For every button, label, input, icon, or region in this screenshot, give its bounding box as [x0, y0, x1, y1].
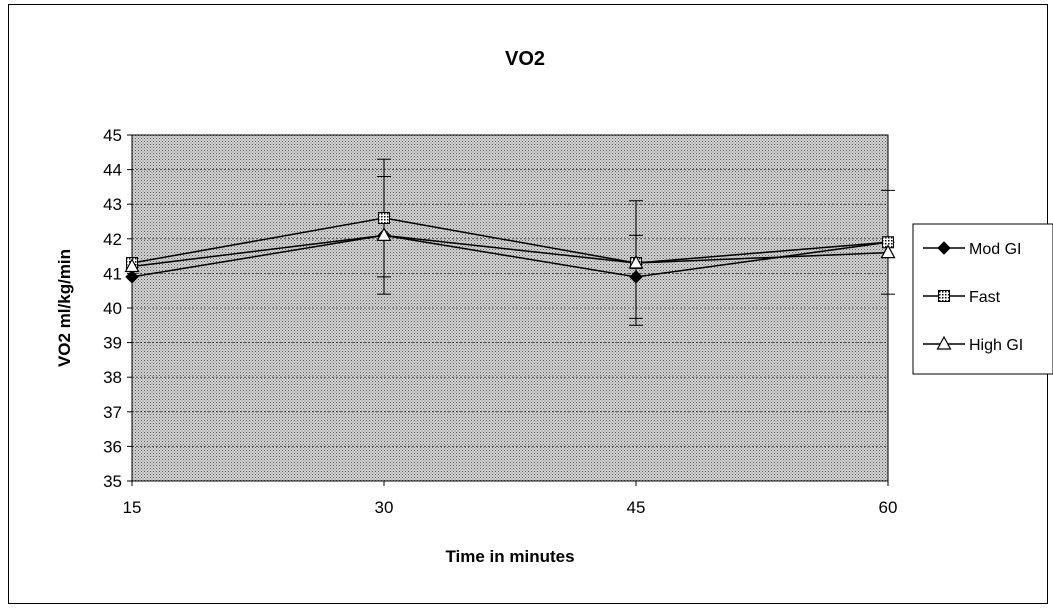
series-line [131, 234, 889, 268]
y-tick-label: 45 [103, 126, 122, 145]
y-axis-title: VO2 ml/kg/min [55, 249, 74, 367]
data-point [125, 270, 139, 284]
data-point [378, 212, 390, 225]
legend-marker [936, 335, 952, 350]
legend-label: Mod GI [969, 241, 1021, 258]
y-tick-label: 40 [103, 299, 122, 318]
legend [912, 223, 1053, 375]
series-lines [131, 217, 889, 278]
legend-marker [937, 241, 951, 255]
legend-marker [938, 290, 950, 302]
legend-items: Mod GI Fast High GI [923, 241, 1023, 354]
data-point [376, 227, 392, 241]
x-tick-label: 30 [375, 498, 394, 517]
y-tick-label: 44 [103, 161, 122, 180]
legend-label: High GI [969, 337, 1023, 354]
x-tick-label: 60 [879, 498, 898, 517]
y-tick-label: 35 [103, 472, 122, 491]
data-point [628, 254, 644, 269]
y-tick-label: 38 [103, 368, 122, 387]
x-tick-label: 45 [627, 498, 646, 517]
y-tick-label: 36 [103, 437, 122, 456]
x-axis-ticks: 15 30 45 60 [123, 481, 898, 517]
series-line [131, 217, 889, 264]
series-markers [124, 212, 896, 284]
gridlines [132, 169, 888, 447]
x-axis-title: Time in minutes [445, 547, 574, 566]
y-tick-label: 39 [103, 334, 122, 353]
legend-label: Fast [969, 289, 1001, 306]
data-point [124, 258, 140, 273]
y-tick-label: 42 [103, 230, 122, 249]
data-point [629, 270, 643, 284]
series-line [131, 234, 889, 278]
y-tick-label: 37 [103, 403, 122, 422]
data-point [880, 244, 896, 259]
chart-title: VO2 [505, 48, 545, 70]
y-tick-label: 43 [103, 195, 122, 214]
y-axis-ticks: 35 36 37 38 39 40 41 42 43 44 45 [103, 126, 132, 491]
y-tick-label: 41 [103, 264, 122, 283]
x-tick-label: 15 [123, 498, 142, 517]
